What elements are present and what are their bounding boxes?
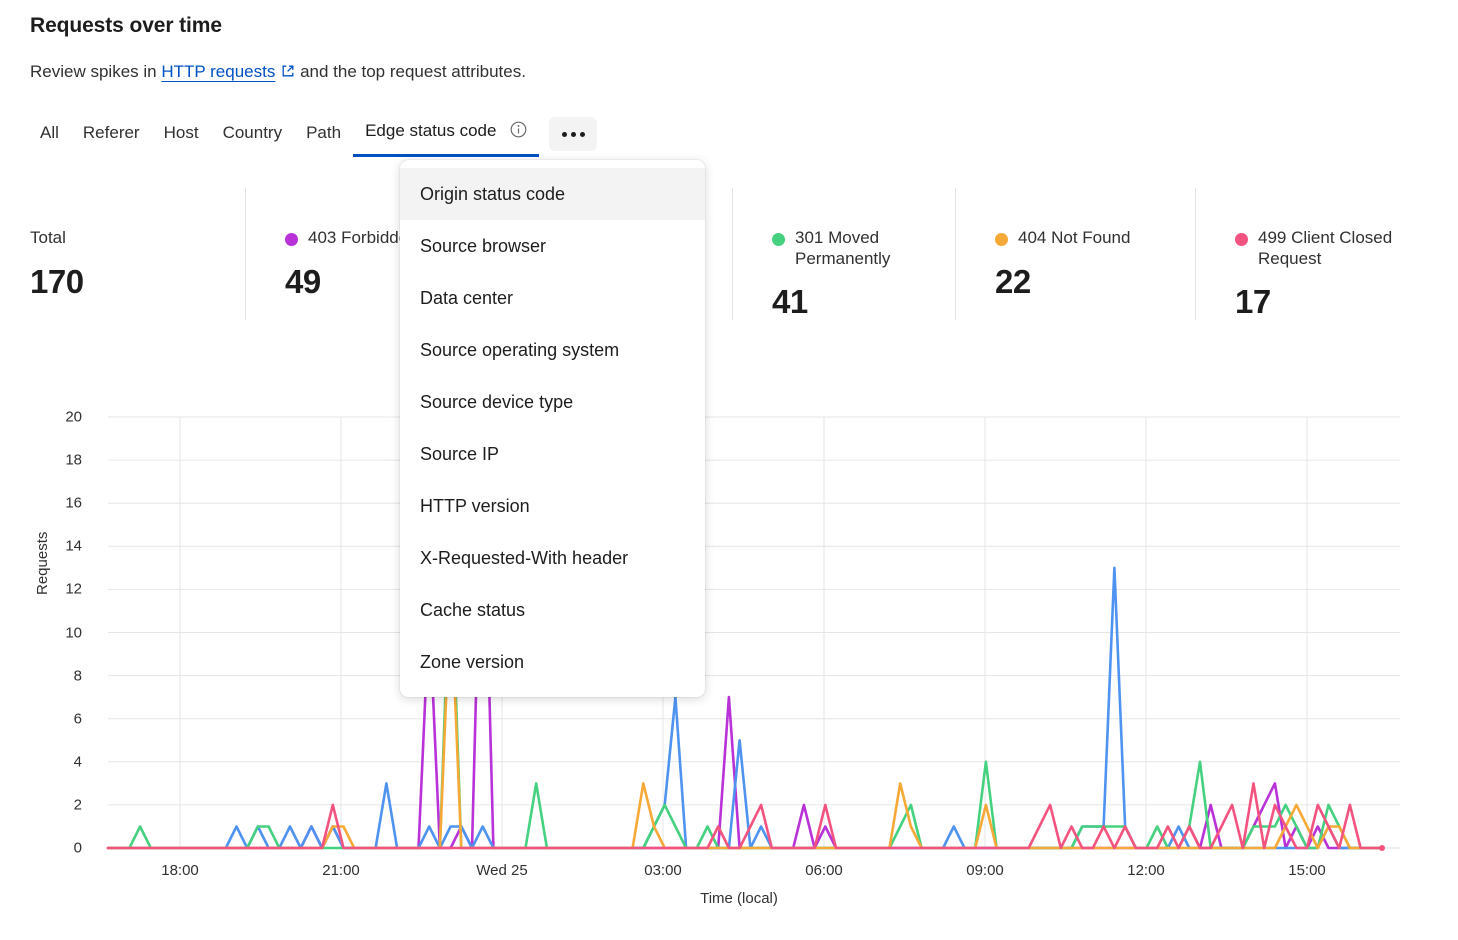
stat-value: 170 xyxy=(30,262,84,300)
menu-item-label: Cache status xyxy=(420,599,526,620)
tab-referer[interactable]: Referer xyxy=(71,119,152,157)
stat-card-403: 403 Forbidden 49 xyxy=(245,180,490,328)
stat-value: 41 xyxy=(772,283,808,321)
stat-label: 301 Moved Permanently xyxy=(772,228,955,269)
series-swatch-499 xyxy=(1235,233,1248,246)
x-axis-tick-label: 18:00 xyxy=(161,862,199,879)
chart-plot-area xyxy=(106,416,1400,851)
x-axis-tick-label: 09:00 xyxy=(966,862,1004,879)
menu-item-label: Zone version xyxy=(420,651,525,672)
menu-item-label: X-Requested-With header xyxy=(420,547,629,568)
menu-item-x-requested-with-header[interactable]: X-Requested-With header xyxy=(400,532,705,584)
x-axis-tick-label: 03:00 xyxy=(644,862,682,879)
stat-value: 22 xyxy=(995,262,1031,300)
menu-item-cache-status[interactable]: Cache status xyxy=(400,584,705,636)
y-axis-tick-label: 16 xyxy=(65,494,82,512)
x-axis-title: Time (local) xyxy=(0,890,1458,907)
stat-divider xyxy=(732,188,733,320)
menu-item-http-version[interactable]: HTTP version xyxy=(400,480,705,532)
menu-item-zone-version[interactable]: Zone version xyxy=(400,636,705,688)
stat-label: Total xyxy=(30,228,230,249)
tab-label: All xyxy=(40,123,59,142)
y-axis-ticks: 0 2 4 6 8 10 12 14 16 18 20 xyxy=(20,0,82,940)
y-axis-tick-label: 20 xyxy=(65,408,82,426)
ellipsis-icon xyxy=(561,131,567,137)
y-axis-tick-label: 8 xyxy=(73,667,82,685)
x-axis-tick-label: Wed 25 xyxy=(476,862,528,879)
page-subtitle: Review spikes in HTTP requests and the t… xyxy=(30,62,526,83)
menu-item-source-ip[interactable]: Source IP xyxy=(400,428,705,480)
stat-label: 499 Client Closed Request xyxy=(1235,228,1435,269)
menu-item-data-center[interactable]: Data center xyxy=(400,272,705,324)
tab-edge-status-code[interactable]: Edge status code xyxy=(353,117,540,157)
menu-item-label: Source browser xyxy=(420,235,547,256)
stat-label: 404 Not Found xyxy=(995,228,1195,249)
x-axis-title-text: Time (local) xyxy=(700,890,778,907)
stat-label-text: Total xyxy=(30,228,66,247)
y-axis-tick-label: 12 xyxy=(65,580,82,598)
series-swatch-301 xyxy=(772,233,785,246)
tab-all[interactable]: All xyxy=(28,119,71,157)
stat-divider xyxy=(1195,188,1196,320)
stat-label-text: 301 Moved Permanently xyxy=(795,228,891,268)
menu-item-label: Source device type xyxy=(420,391,574,412)
tab-country[interactable]: Country xyxy=(211,119,295,157)
x-axis-tick-label: 06:00 xyxy=(805,862,843,879)
menu-item-source-device-type[interactable]: Source device type xyxy=(400,376,705,428)
stat-label: 403 Forbidden xyxy=(285,228,485,249)
attribute-dropdown-menu: Origin status code Source browser Data c… xyxy=(400,160,705,697)
menu-item-origin-status-code[interactable]: Origin status code xyxy=(400,168,705,220)
requests-over-time-chart xyxy=(0,395,1458,940)
y-axis-tick-label: 6 xyxy=(73,710,82,728)
y-axis-tick-label: 10 xyxy=(65,624,82,641)
series-swatch-403 xyxy=(285,233,298,246)
stat-label-text: 499 Client Closed Request xyxy=(1258,228,1393,268)
summary-stats: Total 170 403 Forbidden 49 200 OK xyxy=(30,180,1430,328)
x-axis-tick-label: 21:00 xyxy=(322,862,360,879)
overflow-menu-button[interactable] xyxy=(549,117,598,151)
tab-label: Referer xyxy=(82,123,140,142)
stat-card-301: 301 Moved Permanently 41 xyxy=(732,180,955,328)
menu-item-label: Source IP xyxy=(420,443,500,464)
stat-divider xyxy=(955,188,956,320)
x-axis-tick-label: 15:00 xyxy=(1288,862,1326,879)
info-circle-icon[interactable] xyxy=(510,121,527,143)
y-axis-tick-label: 4 xyxy=(73,753,82,771)
menu-item-label: HTTP version xyxy=(420,495,530,516)
ellipsis-icon xyxy=(570,131,576,137)
y-axis-tick-label: 14 xyxy=(65,537,82,555)
tab-path[interactable]: Path xyxy=(294,119,353,157)
stat-card-404: 404 Not Found 22 xyxy=(955,180,1195,328)
tab-label: Host xyxy=(163,123,199,142)
y-axis-tick-label: 0 xyxy=(73,839,82,857)
stat-card-total: Total 170 xyxy=(30,180,245,328)
stat-label-text: 404 Not Found xyxy=(1018,228,1131,247)
stat-value: 17 xyxy=(1235,283,1271,321)
tab-label: Path xyxy=(306,123,342,142)
menu-item-label: Origin status code xyxy=(420,183,566,204)
stat-label-text: 403 Forbidden xyxy=(308,228,418,247)
subtitle-text-before: Review spikes in xyxy=(30,62,162,81)
attribute-tabs: All Referer Host Country Path Edge statu… xyxy=(28,115,598,157)
series-swatch-404 xyxy=(995,233,1008,246)
tab-label: Edge status code xyxy=(365,121,497,140)
external-link-icon xyxy=(281,63,295,83)
stat-value: 49 xyxy=(285,262,321,300)
page-title: Requests over time xyxy=(30,14,222,37)
menu-item-label: Source operating system xyxy=(420,339,620,360)
stat-divider xyxy=(245,188,246,320)
subtitle-text-after: and the top request attributes. xyxy=(295,62,526,81)
tab-host[interactable]: Host xyxy=(152,119,211,157)
x-axis-tick-label: 12:00 xyxy=(1127,862,1165,879)
http-requests-link[interactable]: HTTP requests xyxy=(161,62,276,81)
menu-item-label: Data center xyxy=(420,287,514,308)
stat-card-499: 499 Client Closed Request 17 xyxy=(1195,180,1435,328)
tab-label: Country xyxy=(222,123,283,142)
ellipsis-icon xyxy=(579,131,585,137)
y-axis-tick-label: 18 xyxy=(65,451,82,469)
y-axis-tick-label: 2 xyxy=(73,796,82,814)
menu-item-source-operating-system[interactable]: Source operating system xyxy=(400,324,705,376)
menu-item-source-browser[interactable]: Source browser xyxy=(400,220,705,272)
